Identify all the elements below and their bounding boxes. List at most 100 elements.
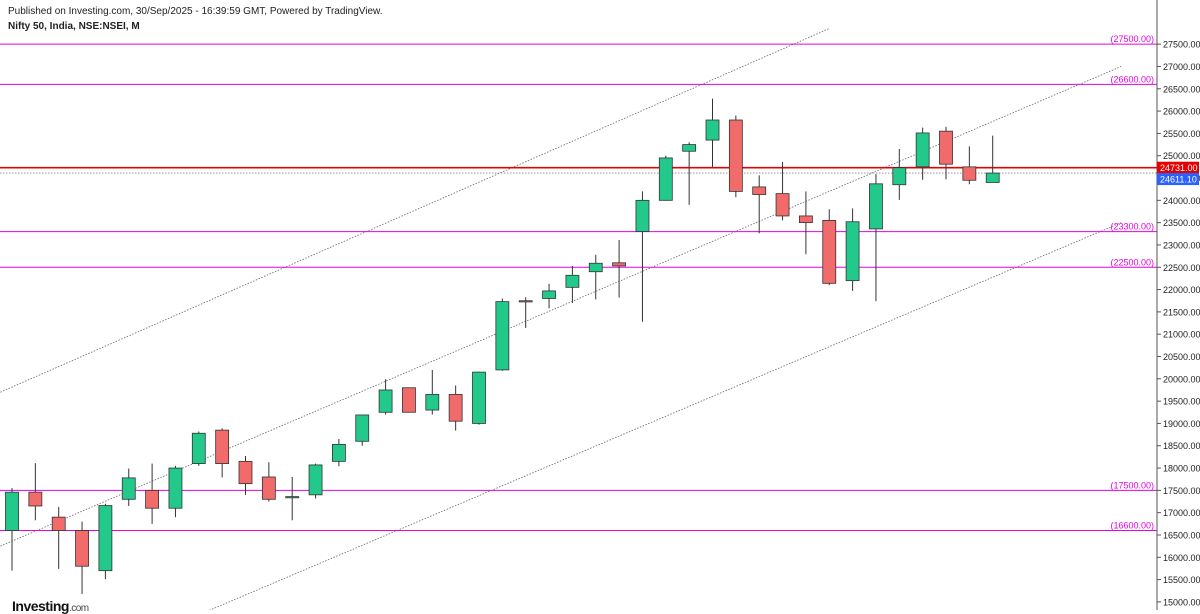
candle	[822, 209, 837, 286]
price-tag-text: 24731.00	[1160, 163, 1198, 173]
candle	[799, 191, 813, 255]
candle	[728, 115, 743, 198]
candle-body	[728, 119, 743, 192]
last-price-tag: 24611.10	[1157, 173, 1199, 186]
candle	[612, 240, 626, 298]
candle	[121, 468, 136, 506]
candle-body	[915, 132, 930, 168]
price-tag: 24731.00	[1157, 161, 1199, 174]
candle	[448, 385, 463, 431]
candle	[775, 161, 790, 221]
trend-channel-line	[0, 28, 830, 393]
candle-body	[261, 476, 276, 500]
candle-body	[588, 262, 603, 273]
candle	[51, 506, 66, 569]
y-tick-label: 16000.00	[1163, 553, 1200, 563]
candle-body	[5, 491, 19, 531]
level-label: (16600.00)	[1110, 521, 1154, 531]
candle-body	[402, 387, 416, 413]
candle-body	[752, 186, 767, 195]
candle	[635, 191, 650, 322]
candle	[495, 298, 510, 371]
candle	[378, 379, 393, 415]
y-tick-label: 24000.00	[1163, 196, 1200, 206]
candle-body	[892, 167, 907, 186]
y-tick-label: 18000.00	[1163, 464, 1200, 474]
level-label: (26600.00)	[1110, 74, 1154, 84]
y-tick-label: 27500.00	[1163, 40, 1200, 50]
y-tick-label: 17000.00	[1163, 508, 1200, 518]
level-label: (27500.00)	[1110, 34, 1154, 44]
candle	[985, 135, 1000, 183]
last-price-tag-bg	[1157, 173, 1199, 186]
level-label: (23300.00)	[1110, 222, 1154, 232]
candle	[402, 387, 416, 413]
investing-logo: Investing.com	[12, 598, 89, 614]
candle-body	[845, 221, 860, 282]
y-tick-label: 26500.00	[1163, 84, 1200, 94]
y-tick-label: 18500.00	[1163, 441, 1200, 451]
candle-body	[378, 389, 393, 413]
candle-body	[331, 444, 346, 462]
candle-body	[308, 464, 323, 496]
candle	[191, 431, 206, 466]
candle-body	[495, 301, 510, 371]
candle	[28, 463, 43, 521]
candle-body	[635, 199, 650, 232]
y-tick-label: 20000.00	[1163, 374, 1200, 384]
candle-body	[285, 496, 300, 499]
y-tick-label: 19500.00	[1163, 397, 1200, 407]
y-tick-label: 15000.00	[1163, 597, 1200, 607]
candle-body	[448, 394, 463, 422]
candle	[472, 371, 486, 425]
candle-body	[51, 516, 66, 531]
candle	[355, 414, 370, 446]
y-tick-label: 27000.00	[1163, 62, 1200, 72]
candle	[682, 142, 697, 205]
candle	[962, 146, 977, 185]
candle	[892, 149, 907, 200]
candle	[98, 503, 113, 580]
y-tick-label: 22500.00	[1163, 263, 1200, 273]
y-tick-label: 23500.00	[1163, 218, 1200, 228]
candle-body	[658, 157, 673, 201]
candle	[752, 175, 767, 234]
trend-channel-line	[209, 222, 1122, 610]
candle	[308, 463, 323, 499]
candle-body	[121, 477, 136, 500]
candle-body	[869, 183, 883, 230]
trend-channel-layer	[0, 28, 1122, 610]
y-tick-label: 21500.00	[1163, 307, 1200, 317]
candle	[285, 476, 300, 521]
candle	[588, 254, 603, 300]
y-tick-label: 19000.00	[1163, 419, 1200, 429]
y-tick-label: 22000.00	[1163, 285, 1200, 295]
candle-body	[355, 414, 370, 442]
candle	[565, 265, 580, 303]
candle	[75, 521, 89, 594]
candle-body	[238, 460, 253, 485]
level-label: (22500.00)	[1110, 257, 1154, 267]
candle-body	[705, 119, 720, 141]
candle-body	[799, 215, 813, 224]
y-tick-label: 16500.00	[1163, 530, 1200, 540]
candle-body	[518, 300, 533, 303]
candle-body	[775, 193, 790, 217]
candle-body	[939, 130, 953, 165]
candle-body	[168, 467, 183, 509]
candle	[5, 488, 19, 571]
candle-body	[542, 290, 556, 299]
candle	[261, 462, 276, 502]
price-tag-bg	[1157, 161, 1199, 174]
candle-body	[822, 220, 837, 284]
candle	[331, 439, 346, 467]
candle-body	[962, 166, 977, 181]
candle	[845, 208, 860, 291]
candle-body	[985, 172, 1000, 183]
y-tick-label: 25500.00	[1163, 129, 1200, 139]
candle	[658, 155, 673, 201]
candle-body	[565, 274, 580, 288]
candle	[168, 465, 183, 518]
